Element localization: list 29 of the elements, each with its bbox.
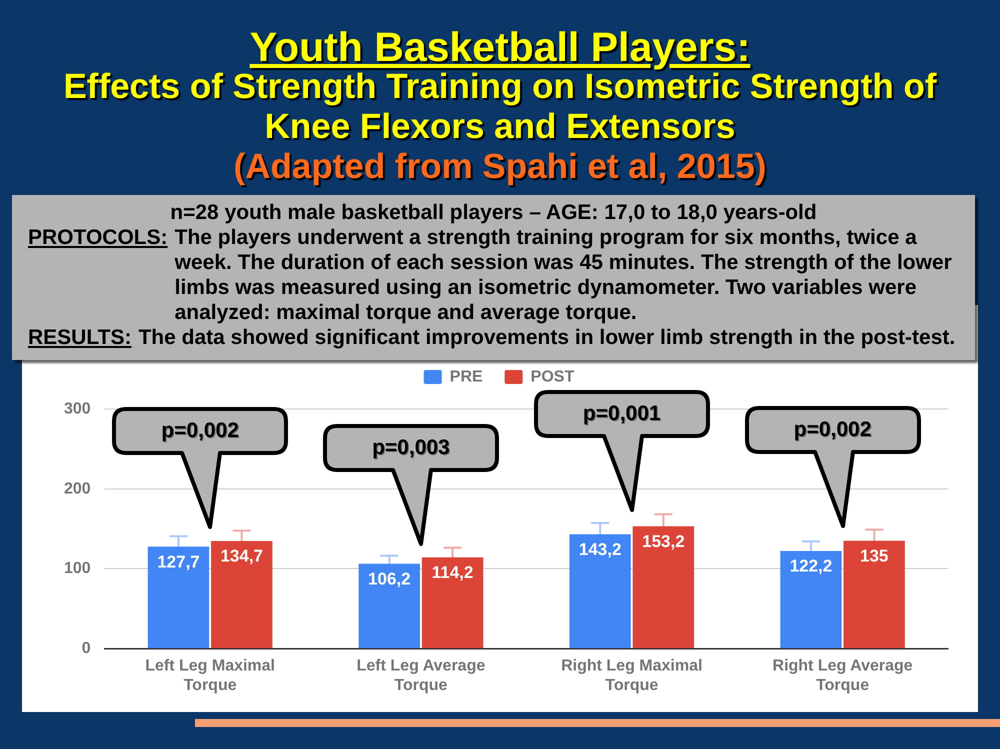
- x-tick-label: Left Leg Average Torque: [356, 658, 486, 694]
- annotation: p=0,001: [582, 402, 661, 426]
- x-tick-label: Right Leg Maximal Torque: [561, 658, 702, 694]
- legend-label: POST: [530, 368, 574, 386]
- data-label: 135: [860, 546, 888, 566]
- y-tick-label: 100: [64, 560, 91, 578]
- data-label: 122,2: [790, 556, 832, 576]
- text: The players underwent a strength training program for six months, twice a week. The duration of each session was 45 minutes. The strength of the lower limbs was measured using an isometric dynamometer. Two variables were analyzed: maximal torque and average torque.: [174, 225, 953, 325]
- text: The data showed significant improvements in lower limb strength in the post-test.: [138, 325, 956, 350]
- y-tick-label: 0: [82, 640, 91, 658]
- annotation: p=0,002: [794, 418, 872, 442]
- x-tick-label: Left Leg Maximal Torque: [145, 658, 276, 694]
- data-label: 143,2: [578, 540, 622, 559]
- data-label: 153,2: [642, 532, 685, 551]
- data-label: 127,7: [157, 552, 200, 572]
- text: n=28 youth male basketball players – AGE: 17,0 to 18,0 years-old: [169, 200, 818, 225]
- text: (Adapted from Spahi et al, 2015): [232, 147, 768, 187]
- annotation: p=0,002: [161, 418, 239, 443]
- text: RESULTS:: [28, 325, 132, 350]
- legend-label: PRE: [450, 368, 483, 386]
- x-tick-label: Right Leg Average Torque: [772, 658, 913, 694]
- chart-title: Youth Basketball Players:: [250, 24, 750, 70]
- data-label: 114,2: [432, 563, 474, 582]
- text: PROTOCOLS:: [28, 225, 168, 250]
- data-label: 134,7: [220, 546, 264, 566]
- data-label: 106,2: [368, 569, 411, 588]
- annotation: p=0,003: [372, 436, 450, 460]
- y-tick-label: 300: [64, 400, 91, 418]
- y-tick-label: 200: [64, 480, 91, 498]
